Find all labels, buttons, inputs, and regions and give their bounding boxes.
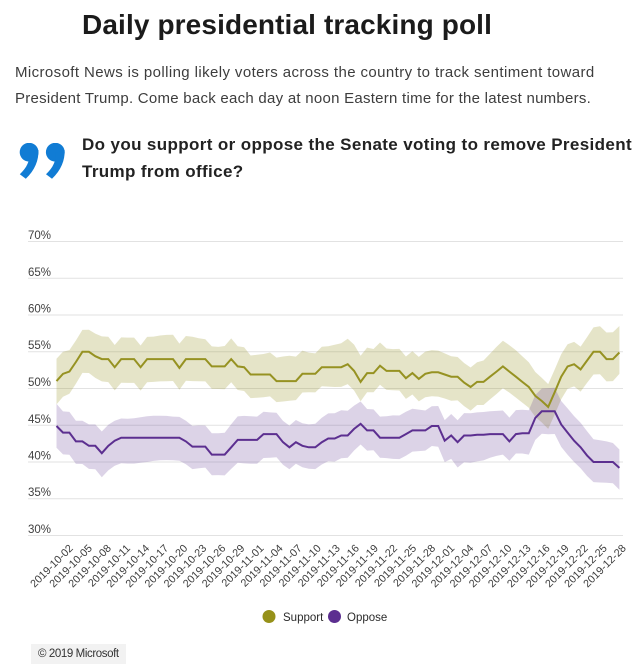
svg-text:Support: Support bbox=[283, 612, 324, 624]
svg-text:35%: 35% bbox=[28, 487, 51, 499]
svg-text:60%: 60% bbox=[28, 304, 51, 316]
svg-text:30%: 30% bbox=[28, 524, 51, 536]
svg-text:50%: 50% bbox=[28, 377, 51, 389]
svg-text:Oppose: Oppose bbox=[347, 612, 387, 624]
svg-text:40%: 40% bbox=[28, 451, 51, 463]
svg-text:65%: 65% bbox=[28, 267, 51, 279]
svg-text:45%: 45% bbox=[28, 414, 51, 426]
svg-text:70%: 70% bbox=[28, 230, 51, 242]
svg-text:55%: 55% bbox=[28, 340, 51, 352]
